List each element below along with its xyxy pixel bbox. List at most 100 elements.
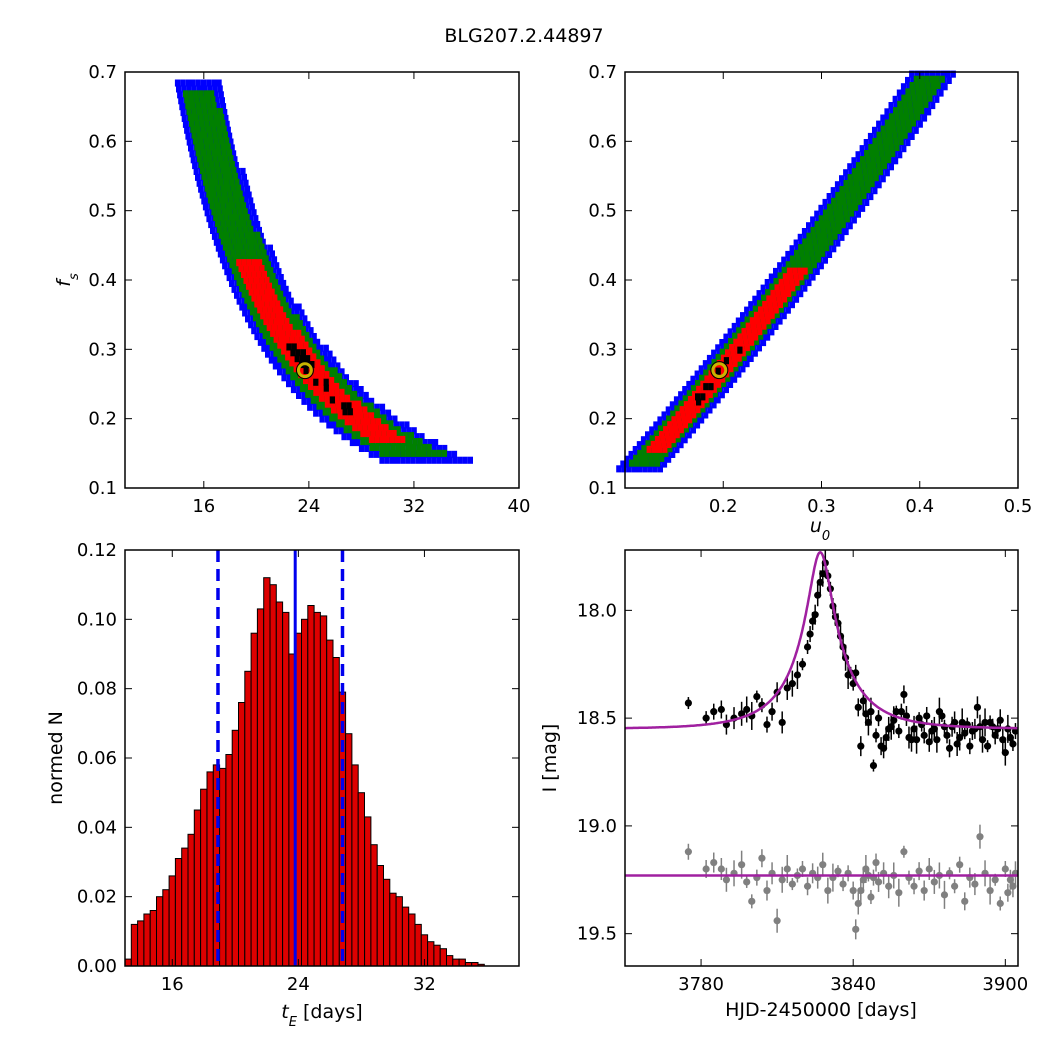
heatmap-cell (294, 355, 300, 363)
heatmap-cell (368, 402, 374, 410)
heatmap-cell (211, 102, 217, 110)
heatmap-cell (186, 108, 192, 116)
heatmap-cell (346, 433, 352, 441)
heatmap-cell (827, 232, 833, 240)
x-tick-label: 0.5 (1004, 496, 1033, 517)
heatmap-cell (830, 187, 836, 195)
heatmap-cell (307, 347, 313, 355)
heatmap-cell (848, 209, 855, 217)
heatmap-cell (319, 415, 325, 423)
heatmap-cell (204, 209, 210, 217)
heatmap-cell (864, 198, 870, 206)
heatmap-cell (868, 193, 874, 201)
heatmap-cell (227, 172, 233, 180)
heatmap-cell (874, 150, 880, 158)
heatmap-cell (380, 409, 386, 417)
data-point (945, 744, 954, 752)
heatmap-cell (733, 338, 739, 346)
heatmap-cell (893, 107, 899, 115)
heatmap-cell (728, 338, 734, 346)
heatmap-cell (410, 456, 416, 464)
heatmap-cell (253, 215, 259, 223)
heatmap-cell (195, 79, 201, 87)
heatmap-cell (379, 456, 385, 464)
heatmap-cell (897, 151, 903, 159)
heatmap-cell (703, 369, 709, 377)
heatmap-cell (695, 406, 701, 414)
heatmap-cell (675, 435, 681, 443)
heatmap-cell (202, 85, 208, 93)
model-curves (625, 550, 1018, 877)
heatmap-cell (864, 145, 870, 153)
heatmap-cell (243, 179, 249, 187)
heatmap-cell (901, 145, 907, 153)
heatmap-cell (762, 327, 768, 335)
heatmap-cell (661, 411, 667, 419)
y-tick-label: 0.7 (88, 62, 117, 83)
heatmap-cell (246, 219, 252, 227)
heatmap-cell (867, 168, 873, 176)
heatmap-cell (237, 225, 243, 233)
heatmap-cell (727, 359, 733, 367)
heatmap-cell (369, 408, 375, 416)
heatmap-cell (761, 294, 767, 302)
heatmap-cell (318, 409, 324, 417)
heatmap-cell (930, 102, 936, 110)
data-point (852, 669, 860, 677)
heatmap-cell (654, 436, 661, 444)
heatmap-cell (269, 300, 276, 308)
data-point (978, 736, 987, 744)
heatmap-cell (349, 418, 356, 426)
heatmap-cell (918, 75, 925, 83)
heatmap-cell (209, 90, 215, 98)
heatmap-cell (225, 219, 231, 227)
data-point (702, 714, 710, 722)
heatmap-cell (773, 267, 779, 275)
histogram-bar (256, 608, 265, 967)
heatmap-cell (426, 443, 432, 451)
heatmap-cell (229, 261, 235, 269)
heatmap-cell (689, 401, 695, 409)
heatmap-cell (199, 119, 205, 127)
heatmap-cell (254, 333, 260, 341)
data-point (973, 703, 982, 711)
heatmap-cell (864, 180, 870, 188)
heatmap-cell (239, 303, 245, 311)
heatmap-cell (839, 186, 845, 194)
heatmap-cell (405, 443, 411, 451)
heatmap-cell (213, 196, 219, 204)
heatmap-cell (876, 181, 882, 189)
heatmap-cell (327, 408, 334, 416)
heatmap-cell (231, 150, 237, 158)
heatmap-cell (744, 344, 750, 352)
data-point (702, 865, 710, 873)
heatmap-cell (274, 262, 280, 270)
heatmap-cell (888, 163, 894, 171)
heatmap-cell (299, 385, 306, 393)
heatmap-cell (267, 244, 273, 252)
heatmap-cell (243, 265, 249, 273)
heatmap-cell (644, 459, 650, 467)
heatmap-cell (346, 385, 352, 393)
heatmap-cell (334, 414, 340, 422)
heatmap-cell (847, 203, 853, 211)
heatmap-cell (296, 391, 302, 399)
axes-frame (124, 71, 520, 489)
heatmap-cell (441, 449, 447, 457)
heatmap-cell (213, 113, 219, 121)
data-point (839, 880, 847, 888)
heatmap-cell (268, 356, 274, 364)
heatmap-cell (194, 96, 200, 104)
heatmap-cell (813, 244, 819, 252)
heatmap-cell (678, 441, 684, 449)
histogram-bar (269, 584, 277, 967)
heatmap-cell (296, 303, 302, 311)
heatmap-cell (262, 306, 268, 314)
heatmap-cell (889, 108, 895, 116)
heatmap-cell (302, 315, 308, 323)
heatmap-cell (704, 400, 710, 408)
heatmap-cell (244, 296, 250, 304)
heatmap-cell (256, 270, 262, 278)
heatmap-cell (877, 168, 883, 176)
heatmap-cell (234, 231, 240, 239)
